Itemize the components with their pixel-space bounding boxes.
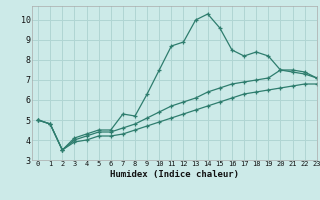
- X-axis label: Humidex (Indice chaleur): Humidex (Indice chaleur): [110, 170, 239, 179]
